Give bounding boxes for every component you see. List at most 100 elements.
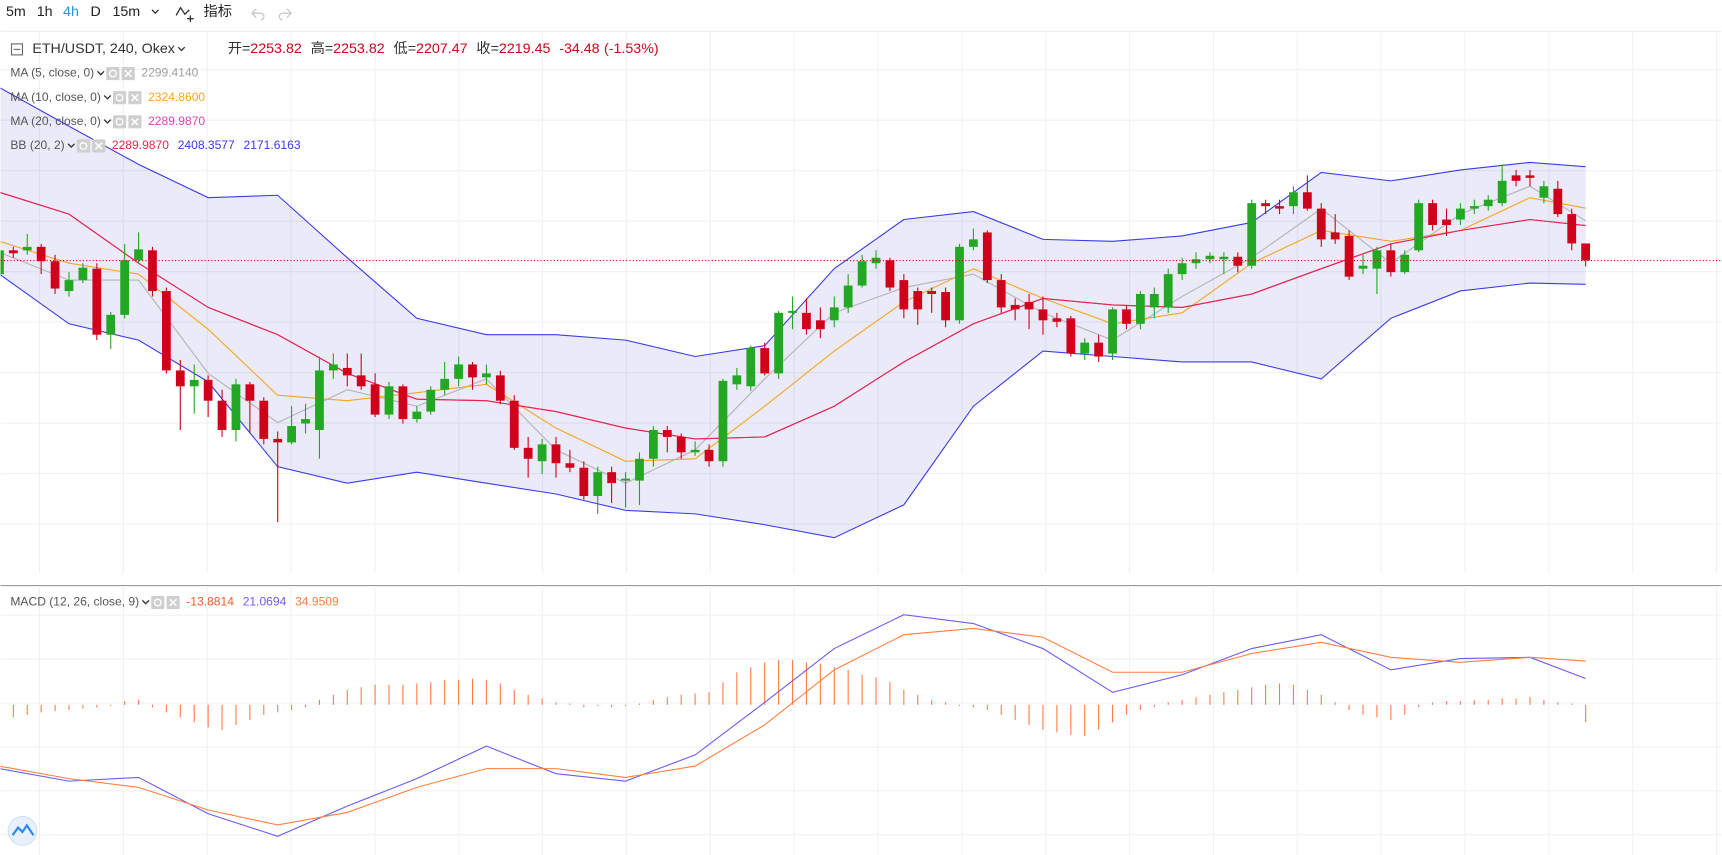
candle-body bbox=[495, 375, 505, 401]
indicator-value: 21.0694 bbox=[243, 595, 287, 609]
candle-body bbox=[1428, 203, 1437, 226]
indicator-value: 2289.9870 bbox=[112, 138, 169, 152]
candle-body bbox=[426, 389, 436, 412]
interval-button[interactable]: 5m bbox=[6, 4, 26, 20]
candle-body bbox=[1289, 192, 1298, 207]
candle-body bbox=[829, 307, 839, 321]
indicator-name: BB (20, 2) bbox=[10, 138, 64, 152]
candle-body bbox=[1539, 186, 1549, 198]
candle-body bbox=[1483, 199, 1493, 207]
indicator-value: 34.9509 bbox=[295, 595, 339, 609]
candle-body bbox=[899, 280, 909, 310]
collapse-icon[interactable] bbox=[10, 43, 24, 56]
dropdown-chevron[interactable] bbox=[177, 46, 186, 52]
ohlc-label: 开= bbox=[228, 41, 251, 57]
change-pct: (-1.53%) bbox=[604, 41, 659, 57]
visibility-icon[interactable] bbox=[151, 595, 165, 610]
indicator-value: -13.8814 bbox=[186, 595, 234, 609]
candle-body bbox=[412, 411, 422, 420]
indicators-button[interactable]: 指标 bbox=[204, 3, 233, 20]
price-pane bbox=[0, 87, 1722, 539]
candle-body bbox=[1108, 309, 1117, 354]
candle-body bbox=[384, 386, 394, 415]
interval-button[interactable]: 1h bbox=[37, 4, 53, 20]
candle-body bbox=[259, 400, 269, 439]
candle-body bbox=[760, 348, 770, 374]
interval-button[interactable]: 4h bbox=[63, 4, 79, 20]
candle-body bbox=[996, 280, 1006, 308]
dropdown-chevron[interactable] bbox=[151, 9, 160, 15]
candle-body bbox=[92, 268, 102, 335]
candle-body bbox=[1122, 309, 1131, 324]
candle-body bbox=[1330, 232, 1340, 240]
visibility-icon[interactable] bbox=[106, 66, 120, 81]
candle-body bbox=[1038, 309, 1048, 321]
candle-body bbox=[704, 449, 714, 462]
dropdown-chevron[interactable] bbox=[97, 70, 105, 76]
candle-body bbox=[1302, 192, 1312, 209]
candle-body bbox=[913, 291, 923, 310]
candle-body bbox=[927, 291, 937, 294]
candle-body bbox=[593, 472, 603, 496]
indicator-line bbox=[0, 197, 1586, 462]
candle-body bbox=[955, 246, 964, 321]
indicator-value: 2324.8600 bbox=[148, 90, 205, 104]
indicator-icon[interactable] bbox=[175, 6, 194, 22]
redo-button[interactable] bbox=[278, 8, 292, 21]
candle-body bbox=[1052, 318, 1062, 322]
candle-body bbox=[301, 419, 310, 424]
candle-body bbox=[1205, 255, 1215, 260]
candle-body bbox=[1135, 293, 1145, 324]
logo-icon bbox=[11, 823, 35, 836]
indicator-value: 2408.3577 bbox=[178, 138, 235, 152]
change: -34.48 bbox=[559, 41, 599, 57]
candle-body bbox=[1233, 256, 1243, 266]
dropdown-chevron[interactable] bbox=[103, 119, 112, 124]
visibility-icon[interactable] bbox=[76, 139, 90, 153]
candle-body bbox=[1372, 250, 1382, 269]
interval-button[interactable]: D bbox=[91, 4, 101, 20]
visibility-icon[interactable] bbox=[112, 115, 127, 129]
candle-body bbox=[148, 250, 157, 292]
undo-button[interactable] bbox=[251, 8, 265, 21]
dropdown-chevron[interactable] bbox=[103, 95, 112, 100]
candle-body bbox=[718, 380, 728, 462]
indicator-value: 2289.9870 bbox=[148, 114, 205, 128]
candle-body bbox=[468, 364, 477, 378]
candle-body bbox=[1442, 219, 1451, 226]
candle-body bbox=[815, 320, 825, 330]
indicator-line bbox=[0, 192, 1586, 440]
ohlc-label: 高= bbox=[311, 40, 334, 57]
candle-body bbox=[134, 249, 143, 261]
candle-body bbox=[36, 246, 46, 262]
interval-button[interactable]: 15m bbox=[112, 4, 140, 20]
visibility-icon-eye bbox=[115, 117, 124, 126]
dropdown-chevron[interactable] bbox=[141, 599, 150, 605]
ohlc-label: 低= bbox=[393, 40, 416, 57]
visibility-icon-eye bbox=[115, 93, 124, 102]
macd-pane bbox=[0, 614, 1587, 837]
candle-body bbox=[1275, 206, 1284, 209]
candle-body bbox=[1469, 206, 1479, 209]
candle-body bbox=[370, 384, 380, 415]
candle-body bbox=[1066, 318, 1076, 354]
candle-body bbox=[175, 370, 185, 387]
candle-body bbox=[217, 400, 227, 430]
macd-line bbox=[0, 614, 1586, 837]
candle-body bbox=[690, 449, 700, 453]
candle-body bbox=[1080, 342, 1090, 354]
remove-icon-x bbox=[131, 93, 139, 102]
candle-body bbox=[64, 280, 74, 292]
indicator-name: MA (20, close, 0) bbox=[10, 114, 101, 128]
candle-body bbox=[1316, 208, 1326, 240]
candle-body bbox=[523, 447, 533, 459]
remove-icon-x bbox=[131, 117, 139, 126]
candle-body bbox=[0, 250, 4, 275]
dropdown-chevron[interactable] bbox=[67, 143, 76, 149]
visibility-icon[interactable] bbox=[112, 91, 127, 105]
candle-body bbox=[161, 291, 171, 371]
candle-body bbox=[982, 232, 992, 281]
candle-body bbox=[509, 400, 519, 448]
